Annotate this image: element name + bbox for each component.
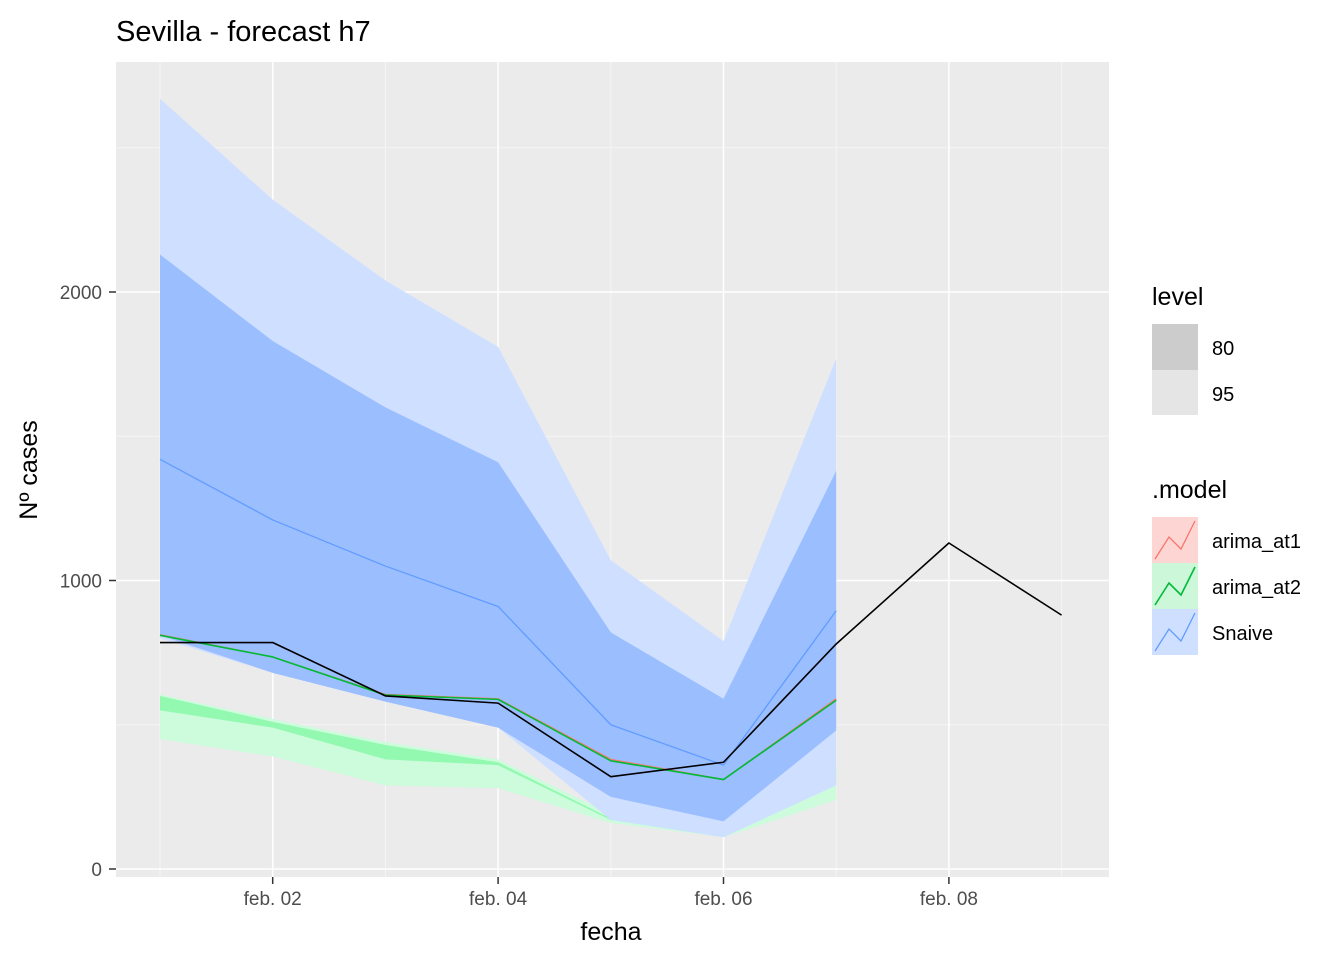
y-tick-label: 2000	[60, 283, 102, 304]
legend-key-80	[1152, 324, 1198, 370]
x-tick-label: feb. 06	[694, 889, 752, 910]
y-axis: 0 1000 2000	[60, 283, 116, 881]
legend-model: .model arima_at1 arima_at2 Snaive	[1152, 476, 1301, 655]
forecast-lines	[159, 458, 1063, 781]
y-tick-label: 0	[91, 860, 102, 881]
legend-level-title: level	[1152, 283, 1203, 311]
legend-label-80: 80	[1212, 338, 1234, 360]
legend-key-snaive	[1152, 609, 1198, 655]
x-axis: feb. 02 feb. 04 feb. 06 feb. 08	[244, 877, 978, 910]
x-axis-title: fecha	[580, 918, 641, 946]
legend-model-title: .model	[1152, 476, 1227, 504]
legend-label-snaive: Snaive	[1212, 623, 1273, 645]
legend-line-arima-at2	[1154, 566, 1196, 606]
legend-key-arima-at1	[1152, 517, 1198, 563]
forecast-intervals	[160, 98, 837, 838]
snaive-band-80	[160, 254, 837, 822]
chart-title: Sevilla - forecast h7	[116, 16, 371, 48]
x-tick-label: feb. 04	[469, 889, 528, 910]
actual-line	[160, 542, 1063, 778]
legend-key-arima-at2	[1152, 563, 1198, 609]
legend-line-snaive	[1154, 612, 1196, 652]
series-line-snaive	[159, 458, 837, 766]
x-tick-label: feb. 02	[244, 889, 302, 910]
legend-label-arima-at2: arima_at2	[1212, 577, 1301, 599]
legend-key-95	[1152, 370, 1198, 415]
legend-line-arima-at1	[1154, 520, 1196, 560]
legend-level: level 80 95	[1152, 283, 1234, 415]
x-tick-label: feb. 08	[920, 889, 978, 910]
y-axis-title: Nº cases	[15, 420, 43, 519]
y-tick-label: 1000	[60, 572, 102, 593]
series-line-arima-at2	[159, 634, 837, 781]
arima-at2-band-95	[160, 694, 837, 838]
legend-label-95: 95	[1212, 384, 1234, 406]
arima-at2-band-80	[160, 695, 837, 832]
legend-label-arima-at1: arima_at1	[1212, 531, 1301, 553]
